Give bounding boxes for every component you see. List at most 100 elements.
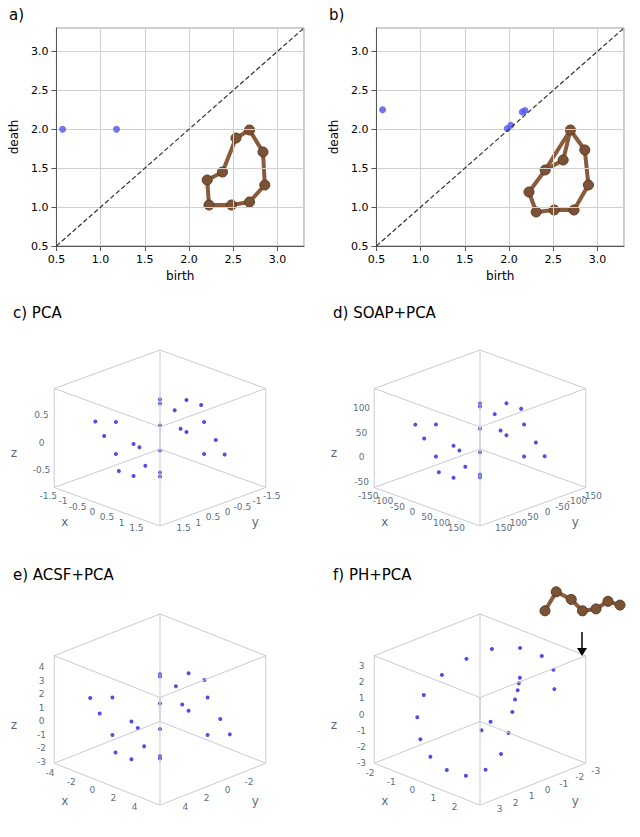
svg-text:-1: -1 <box>253 496 262 506</box>
svg-text:2.5: 2.5 <box>31 84 49 97</box>
svg-text:2.5: 2.5 <box>225 253 243 266</box>
svg-text:-2: -2 <box>575 772 584 782</box>
svg-text:birth: birth <box>486 269 514 283</box>
svg-text:birth: birth <box>166 269 194 283</box>
svg-text:2.5: 2.5 <box>351 84 369 97</box>
svg-text:2: 2 <box>359 677 365 687</box>
svg-text:1.5: 1.5 <box>351 162 369 175</box>
svg-text:2: 2 <box>204 793 210 803</box>
svg-text:100: 100 <box>510 518 527 528</box>
svg-text:2: 2 <box>39 689 45 699</box>
svg-text:0: 0 <box>89 507 95 517</box>
svg-text:e) ACSF+PCA: e) ACSF+PCA <box>13 566 115 584</box>
svg-text:1: 1 <box>195 518 201 528</box>
svg-text:50: 50 <box>527 512 539 522</box>
svg-text:0.5: 0.5 <box>48 253 66 266</box>
svg-text:z: z <box>11 446 17 460</box>
svg-text:1.0: 1.0 <box>31 201 49 214</box>
svg-text:0.5: 0.5 <box>31 240 49 253</box>
svg-text:1.5: 1.5 <box>129 523 143 533</box>
svg-text:3: 3 <box>359 661 365 671</box>
svg-text:2.0: 2.0 <box>180 253 198 266</box>
svg-text:1.5: 1.5 <box>176 523 190 533</box>
svg-text:-1: -1 <box>387 777 396 787</box>
svg-text:c) PCA: c) PCA <box>13 304 62 322</box>
svg-text:-2: -2 <box>244 777 253 787</box>
svg-text:b): b) <box>329 6 344 24</box>
svg-text:0: 0 <box>545 785 551 795</box>
svg-text:1: 1 <box>359 693 365 703</box>
svg-text:1: 1 <box>119 518 125 528</box>
svg-text:4: 4 <box>132 802 138 812</box>
svg-text:150: 150 <box>495 523 512 533</box>
svg-text:x: x <box>381 794 388 808</box>
svg-text:0: 0 <box>89 785 95 795</box>
svg-text:2.0: 2.0 <box>500 253 518 266</box>
svg-text:y: y <box>252 515 259 529</box>
svg-text:-3: -3 <box>357 758 366 768</box>
svg-text:-2: -2 <box>37 743 46 753</box>
svg-text:x: x <box>61 515 68 529</box>
svg-text:0: 0 <box>225 507 231 517</box>
svg-text:1.5: 1.5 <box>456 253 474 266</box>
svg-text:2.5: 2.5 <box>545 253 563 266</box>
svg-text:3.0: 3.0 <box>589 253 607 266</box>
svg-text:2.0: 2.0 <box>31 123 49 136</box>
svg-text:3.0: 3.0 <box>31 45 49 58</box>
svg-text:50: 50 <box>356 428 368 438</box>
svg-text:-1: -1 <box>357 726 366 736</box>
svg-text:0: 0 <box>39 438 45 448</box>
svg-text:y: y <box>572 794 579 808</box>
svg-text:1.0: 1.0 <box>92 253 110 266</box>
svg-text:1.0: 1.0 <box>412 253 430 266</box>
svg-text:-50: -50 <box>555 502 570 512</box>
svg-text:0: 0 <box>359 710 365 720</box>
svg-text:-0.5: -0.5 <box>69 502 87 512</box>
svg-text:3: 3 <box>497 804 503 814</box>
svg-text:-1.5: -1.5 <box>39 491 57 501</box>
svg-text:-2: -2 <box>365 768 374 778</box>
svg-text:150: 150 <box>448 523 465 533</box>
svg-text:y: y <box>252 794 259 808</box>
svg-text:0: 0 <box>225 785 231 795</box>
svg-text:a): a) <box>9 6 24 24</box>
svg-text:0.5: 0.5 <box>351 240 369 253</box>
svg-text:0.5: 0.5 <box>206 512 220 522</box>
svg-text:z: z <box>331 718 337 732</box>
svg-text:0: 0 <box>359 452 365 462</box>
svg-text:-0.5: -0.5 <box>33 465 51 475</box>
svg-text:0: 0 <box>545 507 551 517</box>
svg-text:-50: -50 <box>354 477 369 487</box>
svg-text:-100: -100 <box>567 496 588 506</box>
svg-text:death: death <box>7 120 21 155</box>
svg-text:0.5: 0.5 <box>34 410 48 420</box>
svg-text:0: 0 <box>409 507 415 517</box>
svg-text:1.5: 1.5 <box>31 162 49 175</box>
svg-text:d) SOAP+PCA: d) SOAP+PCA <box>333 304 437 322</box>
svg-text:0.5: 0.5 <box>368 253 386 266</box>
svg-text:-3: -3 <box>37 757 46 767</box>
svg-text:-3: -3 <box>591 766 600 776</box>
svg-text:z: z <box>331 446 337 460</box>
svg-text:3: 3 <box>39 676 45 686</box>
svg-text:2: 2 <box>513 798 519 808</box>
svg-text:1: 1 <box>431 793 437 803</box>
svg-text:death: death <box>327 120 341 155</box>
svg-text:4: 4 <box>39 662 45 672</box>
svg-text:2: 2 <box>452 802 458 812</box>
svg-text:1: 1 <box>39 703 45 713</box>
svg-text:1: 1 <box>529 791 535 801</box>
svg-text:-2: -2 <box>357 742 366 752</box>
svg-text:2: 2 <box>111 793 117 803</box>
svg-text:-1: -1 <box>37 730 46 740</box>
svg-text:-1: -1 <box>559 779 568 789</box>
svg-text:3.0: 3.0 <box>269 253 287 266</box>
svg-text:50: 50 <box>421 512 433 522</box>
svg-text:y: y <box>572 515 579 529</box>
svg-text:x: x <box>61 794 68 808</box>
svg-text:1.0: 1.0 <box>351 201 369 214</box>
svg-text:-2: -2 <box>67 777 76 787</box>
svg-text:0: 0 <box>409 785 415 795</box>
svg-text:x: x <box>381 515 388 529</box>
svg-text:-0.5: -0.5 <box>234 502 252 512</box>
